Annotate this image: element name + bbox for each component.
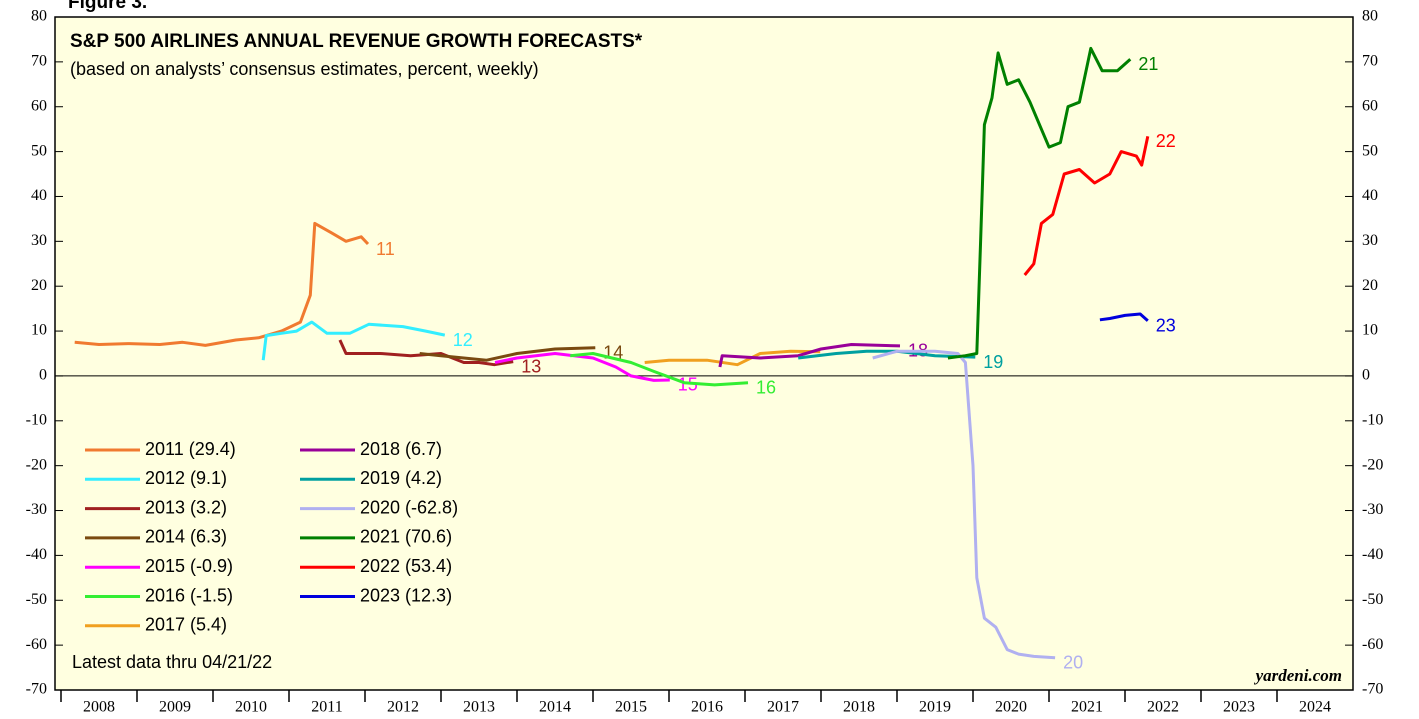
legend-label: 2019 (4.2) — [360, 468, 442, 488]
legend-label: 2012 (9.1) — [145, 468, 227, 488]
x-tick-label: 2017 — [767, 699, 799, 716]
x-tick-label: 2018 — [843, 699, 875, 716]
series-line — [261, 320, 446, 361]
y2-tick-label: 70 — [1362, 53, 1378, 70]
y-tick-label: -60 — [26, 636, 47, 653]
y-tick-label: 0 — [39, 367, 47, 384]
chart-title: S&P 500 AIRLINES ANNUAL REVENUE GROWTH F… — [70, 31, 643, 52]
end-label: 12 — [453, 330, 473, 350]
x-tick-label: 2022 — [1147, 699, 1179, 716]
series-line — [872, 349, 1056, 660]
y2-tick-label: -50 — [1362, 591, 1383, 608]
x-tick-label: 2009 — [159, 699, 191, 716]
y-tick-label: 20 — [31, 277, 47, 294]
y-tick-label: -50 — [26, 591, 47, 608]
y-tick-label: -70 — [26, 681, 47, 698]
y-tick-label: 10 — [31, 322, 47, 339]
chart-subtitle: (based on analysts’ consensus estimates,… — [70, 59, 539, 79]
x-tick-label: 2011 — [311, 699, 342, 716]
x-tick-label: 2024 — [1299, 699, 1331, 716]
y-tick-label: 50 — [31, 142, 47, 159]
y2-tick-label: 10 — [1362, 322, 1378, 339]
x-tick-label: 2020 — [995, 699, 1027, 716]
series-line — [718, 343, 901, 368]
legend-label: 2023 (12.3) — [360, 585, 452, 605]
series-line — [419, 346, 596, 362]
series-line — [338, 339, 514, 367]
y2-tick-label: 40 — [1362, 187, 1378, 204]
y2-tick-label: 80 — [1362, 8, 1378, 25]
series-line — [1023, 135, 1150, 276]
end-label: 22 — [1156, 131, 1176, 151]
legend-label: 2022 (53.4) — [360, 556, 452, 576]
y2-tick-label: -60 — [1362, 636, 1383, 653]
legend-label: 2017 (5.4) — [145, 615, 227, 635]
x-tick-label: 2014 — [539, 699, 571, 716]
end-label: 13 — [521, 356, 541, 376]
legend-label: 2020 (-62.8) — [360, 497, 458, 517]
series-line — [644, 349, 821, 367]
y2-tick-label: 50 — [1362, 142, 1378, 159]
plot-area — [54, 16, 1354, 691]
legend-label: 2018 (6.7) — [360, 439, 442, 459]
y2-tick-label: 20 — [1362, 277, 1378, 294]
y-tick-label: 70 — [31, 53, 47, 70]
end-label: 11 — [376, 239, 395, 259]
y2-tick-label: -40 — [1362, 546, 1383, 563]
y2-tick-label: -30 — [1362, 501, 1383, 518]
series-line — [1099, 312, 1149, 322]
series-line — [570, 352, 749, 387]
series-line — [494, 352, 670, 382]
source: yardeni.com — [1254, 666, 1342, 685]
x-tick-label: 2023 — [1223, 699, 1255, 716]
end-label: 16 — [756, 377, 776, 397]
x-tick-label: 2021 — [1071, 699, 1103, 716]
legend-label: 2021 (70.6) — [360, 527, 452, 547]
legend-label: 2013 (3.2) — [145, 497, 227, 517]
y2-tick-label: -10 — [1362, 411, 1383, 428]
x-tick-label: 2012 — [387, 699, 419, 716]
legend-label: 2016 (-1.5) — [145, 585, 233, 605]
y2-tick-label: -20 — [1362, 456, 1383, 473]
legend-label: 2011 (29.4) — [145, 439, 236, 459]
end-label: 19 — [983, 352, 1003, 372]
x-tick-label: 2019 — [919, 699, 951, 716]
x-tick-label: 2008 — [83, 699, 115, 716]
y-tick-label: 60 — [31, 97, 47, 114]
y-tick-label: -20 — [26, 456, 47, 473]
figure-label: Figure 3. — [68, 0, 147, 13]
end-label: 23 — [1156, 315, 1176, 335]
y-tick-label: 80 — [31, 8, 47, 25]
y2-tick-label: -70 — [1362, 681, 1383, 698]
y-tick-label: 30 — [31, 232, 47, 249]
series-line — [798, 349, 976, 360]
end-label: 15 — [678, 375, 698, 395]
y-tick-label: 40 — [31, 187, 47, 204]
end-label: 20 — [1063, 652, 1083, 672]
y2-tick-label: 0 — [1362, 367, 1370, 384]
x-tick-label: 2010 — [235, 699, 267, 716]
legend-label: 2014 (6.3) — [145, 527, 227, 547]
y2-tick-label: 30 — [1362, 232, 1378, 249]
x-tick-label: 2013 — [463, 699, 495, 716]
end-label: 21 — [1138, 54, 1158, 74]
x-tick-label: 2016 — [691, 699, 723, 716]
y-tick-label: -30 — [26, 501, 47, 518]
series-line — [947, 46, 1132, 360]
y2-tick-label: 60 — [1362, 97, 1378, 114]
y-tick-label: -40 — [26, 546, 47, 563]
legend-label: 2015 (-0.9) — [145, 556, 233, 576]
y-tick-label: -10 — [26, 411, 47, 428]
x-tick-label: 2015 — [615, 699, 647, 716]
note: Latest data thru 04/21/22 — [72, 652, 272, 672]
